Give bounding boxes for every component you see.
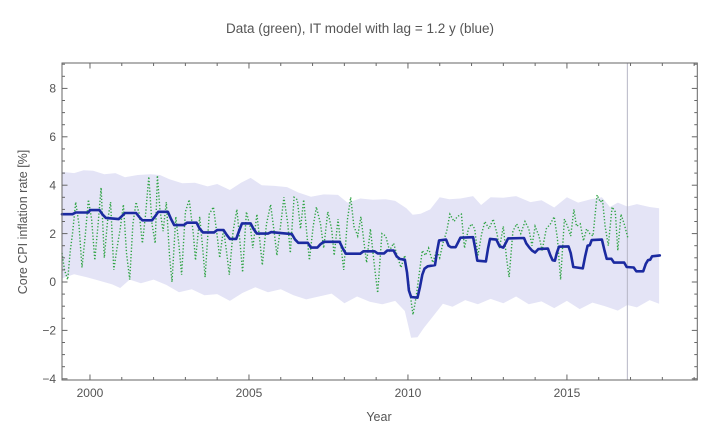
y-tick-label: 6 [49,130,56,144]
y-tick-label: −4 [42,372,56,386]
x-axis-label: Year [366,410,391,424]
model-series-line [60,208,662,300]
y-tick-label: −2 [42,324,56,338]
y-tick-label: 2 [49,227,56,241]
x-tick-label: 2000 [77,386,104,400]
x-tick-label: 2005 [236,386,263,400]
y-tick-label: 4 [49,178,56,192]
chart-title: Data (green), IT model with lag = 1.2 y … [226,21,494,36]
plot-layers: 2000 2005 2010 2015 8 6 4 2 0 −2 −4 [42,62,698,400]
x-tick-label: 2015 [554,386,581,400]
y-axis-label: Core CPI inflation rate [%] [16,150,30,295]
y-tick-label: 0 [49,275,56,289]
x-tick-label: 2010 [395,386,422,400]
y-tick-label: 8 [49,82,56,96]
data-series-line [61,175,629,315]
